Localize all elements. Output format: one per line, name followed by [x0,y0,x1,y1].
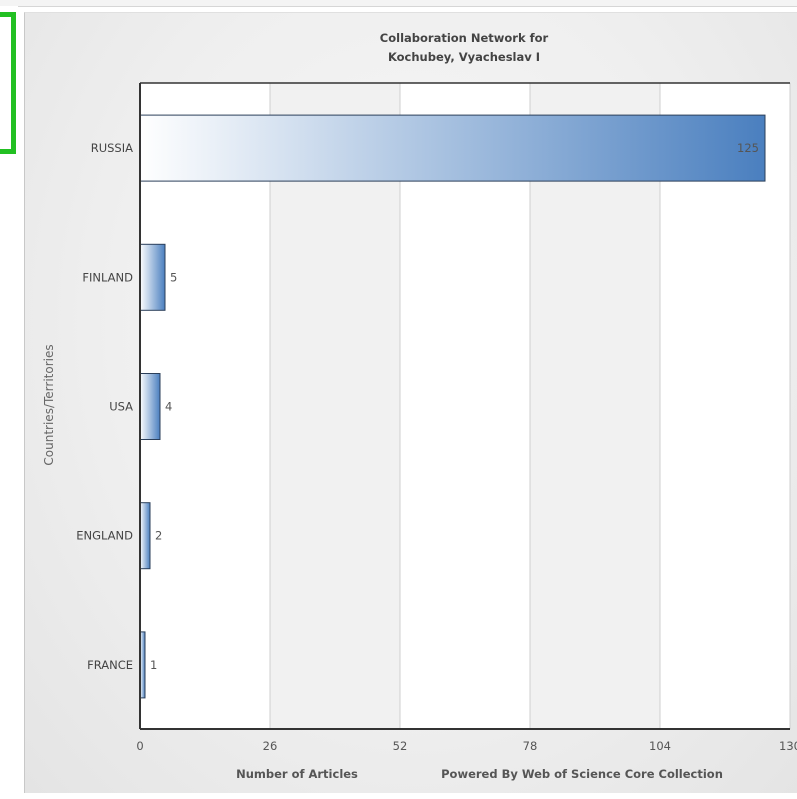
value-label: 5 [170,270,177,284]
category-label: ENGLAND [76,529,133,543]
left-margin [0,6,18,799]
page-top-border [0,0,797,7]
bar-usa [139,373,161,440]
grid-lines [269,83,791,729]
category-label: RUSSIA [91,141,133,155]
footer-credit: Powered By Web of Science Core Collectio… [441,767,723,781]
bar-england [139,502,151,570]
plot-band [270,83,400,729]
selection-highlight [0,12,16,154]
chart-title-line-1: Collaboration Network for [380,31,549,45]
value-label: 2 [155,529,162,543]
plot-band [530,83,660,729]
x-tick-label: 0 [136,739,143,753]
y-axis-title: Countries/Territories [42,344,56,465]
chart-title-line-2: Kochubey, Vyacheslav I [388,50,540,64]
x-axis-title: Number of Articles [236,767,358,781]
category-label: FRANCE [87,658,133,672]
plot-area [140,83,790,729]
plot-background [140,83,790,729]
value-label: 4 [165,400,172,414]
x-tick-label: 52 [393,739,408,753]
value-label: 125 [737,141,759,155]
category-label: FINLAND [82,270,133,284]
value-label: 1 [150,658,157,672]
bar-finland [139,243,166,311]
x-tick-label: 78 [523,739,538,753]
x-tick-label: 26 [263,739,278,753]
bar-russia [139,114,766,182]
category-label: USA [109,400,133,414]
x-tick-label: 104 [649,739,671,753]
bars-group: 125 5 4 2 1 [139,114,766,699]
x-tick-label: 130 [779,739,797,753]
axes-group: 0265278104130RUSSIAFINLANDUSAENGLANDFRAN… [76,82,797,753]
